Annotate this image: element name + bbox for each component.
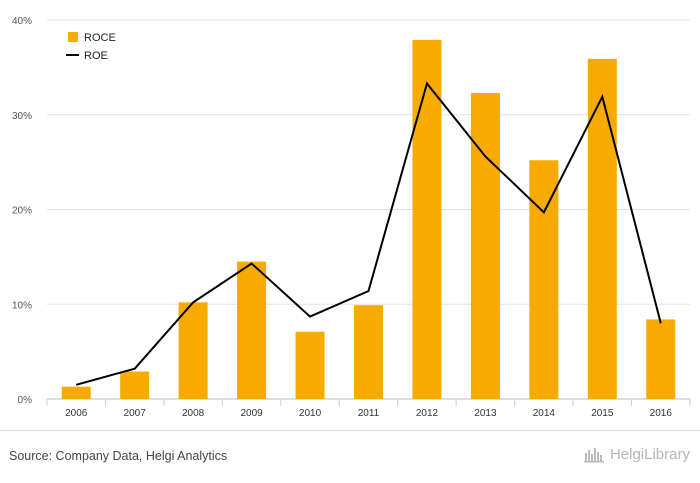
legend[interactable]: ROCE ROE [66,32,116,62]
roce-bar[interactable] [354,305,383,399]
legend-label-roce: ROCE [84,32,116,44]
x-tick-label: 2014 [533,408,556,419]
x-tick-label: 2011 [358,408,380,419]
y-tick-label: 0% [18,395,33,406]
roce-bar[interactable] [529,160,559,399]
source-text: Source: Company Data, Helgi Analytics [9,449,228,463]
x-tick-label: 2015 [591,408,614,419]
roce-bar[interactable] [61,386,91,399]
brand-logo[interactable]: HelgiLibrary [583,445,690,463]
footer: Source: Company Data, Helgi Analytics He… [0,430,700,483]
x-tick-label: 2008 [182,408,205,419]
x-tick-label: 2010 [299,408,322,419]
y-axis-ticks: 0% 10% 20% 30% 40% [12,16,32,406]
y-tick-label: 40% [12,16,32,27]
x-tick-label: 2007 [124,408,147,419]
roe-line-path[interactable] [75,81,662,386]
x-tick-label: 2016 [650,408,673,419]
legend-label-roe: ROE [84,50,108,62]
roe-line [75,81,662,386]
roce-bar[interactable] [178,302,208,399]
x-tick-label: 2006 [65,408,88,419]
gridlines [47,19,690,400]
y-tick-label: 30% [12,111,32,122]
y-tick-label: 10% [12,300,32,311]
roce-bar[interactable] [470,92,500,400]
y-tick-label: 20% [12,206,32,217]
roce-bar[interactable] [646,319,676,399]
roce-bar[interactable] [412,39,442,400]
roce-bar[interactable] [587,58,617,399]
x-tick-label: 2009 [240,408,263,419]
roce-bars [61,39,676,400]
legend-swatch-roce [68,32,78,42]
roce-bar[interactable] [120,371,150,399]
library-icon [583,448,604,463]
roce-bar[interactable] [237,261,267,399]
x-tick-label: 2013 [474,408,497,419]
brand-name: HelgiLibrary [609,445,690,463]
roce-bar[interactable] [295,331,325,399]
chart: 0%10%20%30%40% 2006 2007 2008 2009 2010 2011 2… [12,16,691,419]
x-axis-ticks: 2006 2007 2008 2009 2010 2011 2012 2013 2014 2015… [46,399,691,419]
x-tick-label: 2012 [416,408,439,419]
